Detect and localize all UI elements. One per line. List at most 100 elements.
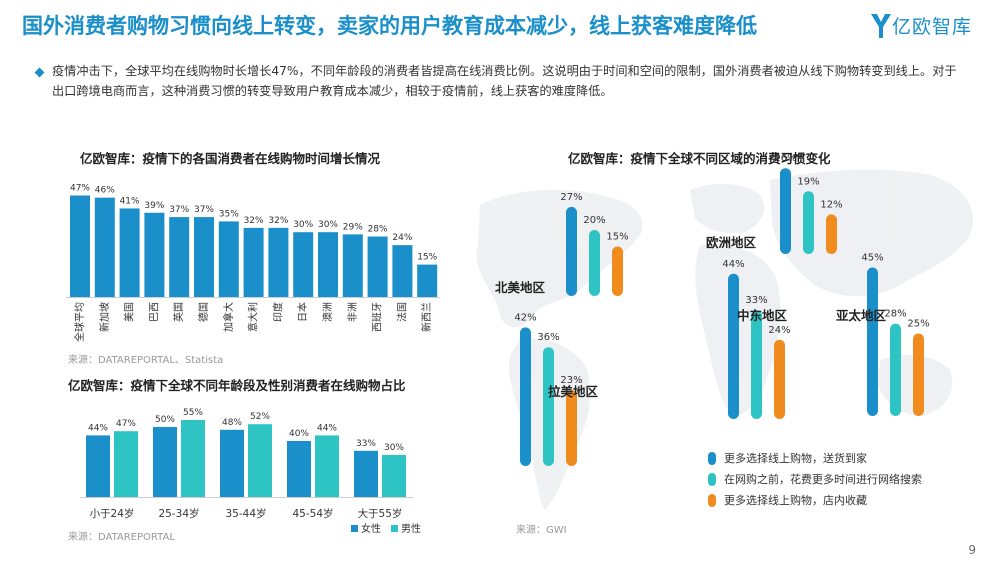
chart2-category-label: 35-44岁 xyxy=(225,507,266,520)
chart1-bar xyxy=(70,195,90,297)
chart1-value-label: 28% xyxy=(368,225,388,235)
chart2-bar-female xyxy=(86,435,110,497)
chart3-legend-swatch xyxy=(708,494,716,507)
chart1-bar xyxy=(293,232,314,297)
chart3-bar xyxy=(803,191,814,254)
chart2-value-label: 48% xyxy=(222,418,242,428)
chart3-source: 来源：GWI xyxy=(516,525,567,536)
chart1-bar xyxy=(367,236,388,297)
chart1-bar xyxy=(194,217,214,297)
chart2-legend-label: 女性 xyxy=(361,522,381,535)
chart1-category-label: 日本 xyxy=(296,302,309,322)
chart3-value-label: 42% xyxy=(514,312,536,323)
chart1-category-label: 印度 xyxy=(271,302,284,322)
chart2-source: 来源：DATAREPORTAL xyxy=(68,532,175,543)
yiou-logo xyxy=(871,14,891,38)
chart1-value-label: 47% xyxy=(70,183,90,193)
chart1-bar xyxy=(268,227,289,297)
chart3-bar xyxy=(589,230,600,296)
chart1-category-label: 巴西 xyxy=(148,302,160,322)
map-continent-3 xyxy=(690,183,765,233)
chart3-legend-label: 在网购之前，花费更多时间进行网络搜索 xyxy=(724,472,922,486)
chart3-value-label: 36% xyxy=(537,332,559,343)
chart1-bar xyxy=(417,264,438,297)
chart2-value-label: 50% xyxy=(155,415,175,425)
chart1-title: 亿欧智库：疫情下的各国消费者在线购物时间增长情况 xyxy=(80,151,381,166)
chart3-legend-swatch xyxy=(708,473,716,486)
chart2-category-label: 25-34岁 xyxy=(158,507,199,520)
chart2-bar-female xyxy=(354,450,378,497)
chart1-category-label: 全球平均 xyxy=(73,302,86,342)
chart2-value-label: 44% xyxy=(88,423,108,433)
chart1-category-label: 新加坡 xyxy=(98,302,111,332)
chart3-title: 亿欧智库：疫情下全球不同区域的消费习惯变化 xyxy=(568,151,831,166)
chart3-value-label: 19% xyxy=(797,176,819,187)
chart2-value-label: 47% xyxy=(116,419,136,429)
chart3-bar xyxy=(890,323,901,416)
chart3-value-label: 20% xyxy=(583,215,605,226)
chart3-bar xyxy=(751,310,762,419)
chart3-value-label: 44% xyxy=(722,259,744,270)
chart1-category-label: 德国 xyxy=(197,302,210,322)
chart1-category-label: 澳洲 xyxy=(321,302,334,322)
chart3-region-label: 拉美地区 xyxy=(548,384,599,399)
chart1-source: 来源：DATAREPORTAL、Statista xyxy=(68,355,224,366)
logo-text: 亿欧智库 xyxy=(892,16,973,38)
chart2-legend-label: 男性 xyxy=(401,522,421,535)
chart3-bar xyxy=(780,168,791,254)
chart3-bar xyxy=(774,339,785,419)
chart1-category-label: 美国 xyxy=(123,302,136,322)
chart1-value-label: 37% xyxy=(169,205,189,215)
chart1-bar xyxy=(119,208,140,297)
chart2-bar-male xyxy=(248,424,272,497)
page-title: 国外消费者购物习惯向线上转变，卖家的用户教育成本减少，线上获客难度降低 xyxy=(22,14,757,38)
chart3-region-label: 亚太地区 xyxy=(836,308,887,323)
page-number: 9 xyxy=(968,543,976,557)
intro-paragraph: 疫情冲击下，全球平均在线购物时长增长47%，不同年龄段的消费者皆提高在线消费比例… xyxy=(52,64,957,98)
chart1-bar xyxy=(94,197,115,297)
chart1-category-label: 西班牙 xyxy=(372,302,384,332)
chart2-title: 亿欧智库：疫情下全球不同年龄段及性别消费者在线购物占比 xyxy=(68,378,406,393)
chart1-category-label: 非洲 xyxy=(347,302,359,322)
chart3-value-label: 24% xyxy=(768,325,790,336)
chart3-value-label: 26% xyxy=(774,153,796,164)
chart3-bar xyxy=(826,214,837,254)
chart1-bar xyxy=(392,245,413,297)
chart1-value-label: 15% xyxy=(417,253,437,263)
chart1-value-label: 46% xyxy=(95,186,115,196)
chart1-category-label: 法国 xyxy=(395,302,408,322)
chart3-bar xyxy=(543,347,554,466)
chart1-value-label: 24% xyxy=(392,233,412,243)
chart1-value-label: 41% xyxy=(120,196,140,206)
chart3-bar xyxy=(728,273,739,419)
chart2-bar-male xyxy=(114,431,138,497)
chart3-bar xyxy=(566,206,577,296)
chart1-bar xyxy=(218,221,239,297)
chart1-bar xyxy=(342,234,363,297)
chart1-value-label: 29% xyxy=(343,222,363,232)
map-continent-1 xyxy=(476,189,643,327)
chart3-value-label: 45% xyxy=(861,253,883,264)
chart1-bar xyxy=(169,217,190,297)
chart1-category-label: 英国 xyxy=(172,302,185,322)
chart2-value-label: 30% xyxy=(384,443,404,453)
chart2-legend-swatch xyxy=(351,525,358,532)
chart2-bar-female xyxy=(287,441,311,497)
map-continent-5 xyxy=(770,169,974,297)
chart2-value-label: 55% xyxy=(183,408,203,418)
chart1-value-label: 30% xyxy=(293,220,313,230)
chart3-legend-swatch xyxy=(708,452,716,465)
chart3-bar xyxy=(867,267,878,416)
chart3-value-label: 23% xyxy=(560,375,582,386)
chart3-bar xyxy=(913,333,924,416)
chart2-legend-swatch xyxy=(391,525,398,532)
chart2-bar-female xyxy=(153,427,177,497)
chart3-region-label: 中东地区 xyxy=(737,308,788,323)
chart2-value-label: 44% xyxy=(317,423,337,433)
chart3-value-label: 15% xyxy=(606,232,628,243)
chart2-value-label: 52% xyxy=(250,412,270,422)
chart2-bar-female xyxy=(220,429,244,497)
chart2-category-label: 小于24岁 xyxy=(90,507,135,520)
chart3-value-label: 27% xyxy=(560,192,582,203)
